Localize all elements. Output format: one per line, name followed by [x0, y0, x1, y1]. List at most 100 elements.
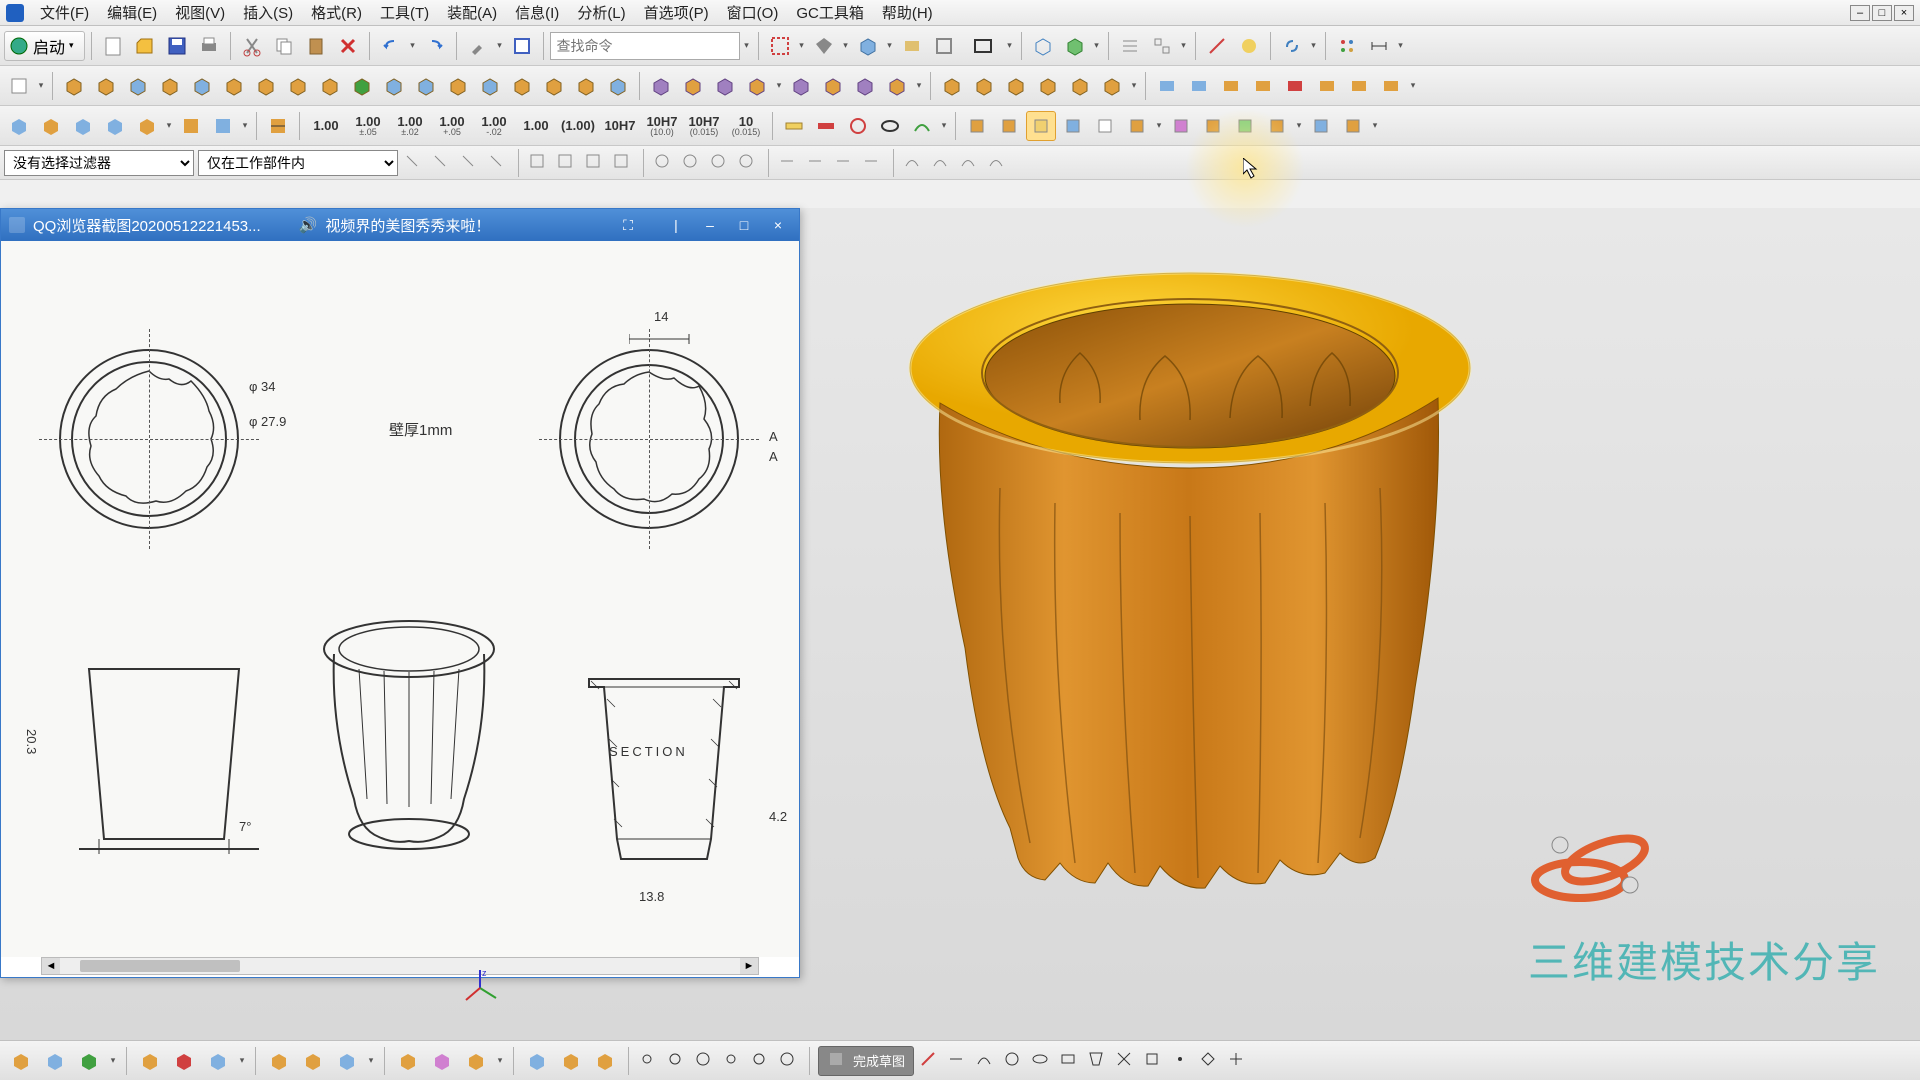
command-search[interactable]: [550, 32, 740, 60]
new-button[interactable]: [98, 31, 128, 61]
ref-maximize-button[interactable]: □: [731, 215, 757, 235]
feature-btn-16[interactable]: [571, 71, 601, 101]
misc-tool-0[interactable]: [962, 111, 992, 141]
feature3-btn-2[interactable]: [1001, 71, 1031, 101]
menu-file[interactable]: 文件(F): [32, 0, 97, 25]
feature-btn-4[interactable]: [187, 71, 217, 101]
paste-button[interactable]: [301, 31, 331, 61]
feature-btn-7[interactable]: [283, 71, 313, 101]
feature3-btn-1[interactable]: [969, 71, 999, 101]
filter-btn-16[interactable]: [902, 148, 926, 178]
sketch-tool-3[interactable]: [1002, 1046, 1026, 1076]
view-fit-button[interactable]: [765, 31, 795, 61]
dim-tool-1[interactable]: [36, 111, 66, 141]
feature2-btn-7[interactable]: [882, 71, 912, 101]
snap-btn-0[interactable]: [637, 1046, 661, 1076]
menu-analysis[interactable]: 分析(L): [569, 0, 633, 25]
filter-btn-13[interactable]: [805, 148, 829, 178]
finish-sketch-button[interactable]: 完成草图: [818, 1046, 914, 1076]
misc-tool-5[interactable]: [1122, 111, 1152, 141]
feature2-btn-3[interactable]: [742, 71, 772, 101]
dim-tool-0[interactable]: [4, 111, 34, 141]
feature2-btn-2[interactable]: [710, 71, 740, 101]
menu-edit[interactable]: 编辑(E): [99, 0, 165, 25]
feature3-btn-0[interactable]: [937, 71, 967, 101]
filter-btn-0[interactable]: [402, 148, 426, 178]
misc-tool-10[interactable]: [1306, 111, 1336, 141]
menu-prefs[interactable]: 首选项(P): [636, 0, 717, 25]
filter-btn-18[interactable]: [958, 148, 982, 178]
ref-restore-button[interactable]: ⛶: [615, 215, 641, 235]
menu-help[interactable]: 帮助(H): [874, 0, 941, 25]
feature-btn-12[interactable]: [443, 71, 473, 101]
bottom-btn-0[interactable]: [6, 1046, 36, 1076]
feature-btn-8[interactable]: [315, 71, 345, 101]
feature4-btn-0[interactable]: [1152, 71, 1182, 101]
bottom-btn-13[interactable]: [556, 1046, 586, 1076]
filter-btn-4[interactable]: [527, 148, 551, 178]
snap-btn-1[interactable]: [665, 1046, 689, 1076]
tolerance-button-4[interactable]: 1.00-.02: [474, 111, 514, 141]
copy-button[interactable]: [269, 31, 299, 61]
feature-btn-14[interactable]: [507, 71, 537, 101]
section-button[interactable]: [897, 31, 927, 61]
cube1-button[interactable]: [1028, 31, 1058, 61]
undo-dropdown[interactable]: [408, 40, 418, 51]
bottom-btn-10[interactable]: [427, 1046, 457, 1076]
sketch-tool-11[interactable]: [1226, 1046, 1250, 1076]
bottom-btn-12[interactable]: [522, 1046, 552, 1076]
sketch-tool-8[interactable]: [1142, 1046, 1166, 1076]
feature2-btn-0[interactable]: [646, 71, 676, 101]
misc-tool-7[interactable]: [1198, 111, 1228, 141]
ruler-button[interactable]: [779, 111, 809, 141]
bottom-btn-8[interactable]: [332, 1046, 362, 1076]
undo-button[interactable]: [376, 31, 406, 61]
dim-button[interactable]: [1364, 31, 1394, 61]
feature-btn-13[interactable]: [475, 71, 505, 101]
filter-btn-11[interactable]: [736, 148, 760, 178]
scroll-right-button[interactable]: ►: [740, 958, 758, 974]
ruler2-button[interactable]: [811, 111, 841, 141]
ref-window-titlebar[interactable]: QQ浏览器截图20200512221453... 🔊 视频界的美图秀秀来啦！ ⛶…: [1, 209, 799, 241]
layer-button[interactable]: [507, 31, 537, 61]
tolerance-button-0[interactable]: 1.00: [306, 111, 346, 141]
feature4-btn-3[interactable]: [1248, 71, 1278, 101]
bottom-btn-14[interactable]: [590, 1046, 620, 1076]
sketch-tool-5[interactable]: [1058, 1046, 1082, 1076]
filter-btn-17[interactable]: [930, 148, 954, 178]
box-button[interactable]: [853, 31, 883, 61]
feature4-btn-6[interactable]: [1344, 71, 1374, 101]
scroll-thumb[interactable]: [80, 960, 240, 972]
feature-btn-17[interactable]: [603, 71, 633, 101]
sketch-tool-2[interactable]: [974, 1046, 998, 1076]
sketch-tool-1[interactable]: [946, 1046, 970, 1076]
feature2-btn-6[interactable]: [850, 71, 880, 101]
brush-dropdown[interactable]: [495, 40, 505, 51]
sketch-tool-0[interactable]: [918, 1046, 942, 1076]
bottom-btn-6[interactable]: [264, 1046, 294, 1076]
link-button[interactable]: [1277, 31, 1307, 61]
snap-btn-5[interactable]: [777, 1046, 801, 1076]
measure-button[interactable]: [1202, 31, 1232, 61]
menu-assembly[interactable]: 装配(A): [439, 0, 505, 25]
ref-close-button[interactable]: ×: [765, 215, 791, 235]
start-button[interactable]: 启动 ▾: [4, 31, 85, 61]
menu-tools[interactable]: 工具(T): [372, 0, 437, 25]
menu-window[interactable]: 窗口(O): [719, 0, 787, 25]
dim-tool-3[interactable]: [100, 111, 130, 141]
maximize-button[interactable]: □: [1872, 5, 1892, 21]
cube2-button[interactable]: [1060, 31, 1090, 61]
sketch-tool-4[interactable]: [1030, 1046, 1054, 1076]
menu-insert[interactable]: 插入(S): [235, 0, 301, 25]
feature2-btn-1[interactable]: [678, 71, 708, 101]
feature-btn-9[interactable]: [347, 71, 377, 101]
filter-btn-3[interactable]: [486, 148, 510, 178]
menu-info[interactable]: 信息(I): [507, 0, 567, 25]
snap-btn-4[interactable]: [749, 1046, 773, 1076]
misc-tool-2[interactable]: [1026, 111, 1056, 141]
misc-tool-6[interactable]: [1166, 111, 1196, 141]
feature4-btn-5[interactable]: [1312, 71, 1342, 101]
circle-tool-button[interactable]: [843, 111, 873, 141]
feature2-btn-5[interactable]: [818, 71, 848, 101]
open-button[interactable]: [130, 31, 160, 61]
